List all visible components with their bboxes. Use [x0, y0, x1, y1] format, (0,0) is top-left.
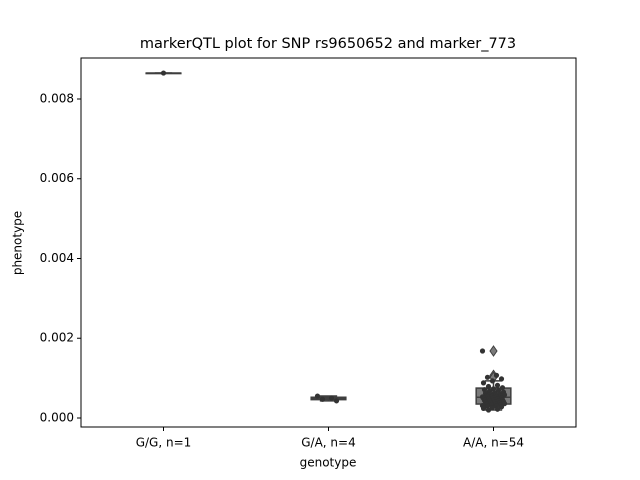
point	[480, 405, 487, 412]
y-tick-label: 0.006	[40, 171, 74, 185]
point	[494, 382, 501, 388]
chart-title: markerQTL plot for SNP rs9650652 and mar…	[140, 36, 516, 52]
point	[328, 395, 335, 401]
point	[333, 398, 340, 404]
point	[494, 406, 501, 412]
point	[498, 376, 505, 382]
y-tick-label: 0.002	[40, 331, 74, 345]
plot-frame	[80, 57, 577, 428]
point	[319, 396, 326, 402]
point	[490, 386, 497, 392]
point	[484, 374, 491, 380]
point	[498, 404, 505, 410]
point	[489, 378, 496, 384]
x-tick-label: G/A, n=4	[301, 436, 355, 450]
point	[499, 385, 506, 391]
x-tick-label: A/A, n=54	[463, 436, 524, 450]
point	[480, 380, 487, 386]
point	[479, 348, 486, 354]
outlier	[489, 345, 498, 357]
y-tick-label: 0.004	[40, 251, 74, 265]
point	[485, 407, 492, 413]
point	[314, 393, 321, 399]
point	[493, 372, 500, 378]
x-axis-label: genotype	[300, 456, 357, 470]
y-tick-label: 0.000	[40, 410, 74, 424]
point	[160, 70, 167, 76]
y-tick-label: 0.008	[40, 91, 74, 105]
point	[489, 405, 496, 411]
point	[485, 383, 492, 390]
x-tick-label: G/G, n=1	[136, 436, 192, 450]
y-axis-label: phenotype	[11, 211, 25, 275]
